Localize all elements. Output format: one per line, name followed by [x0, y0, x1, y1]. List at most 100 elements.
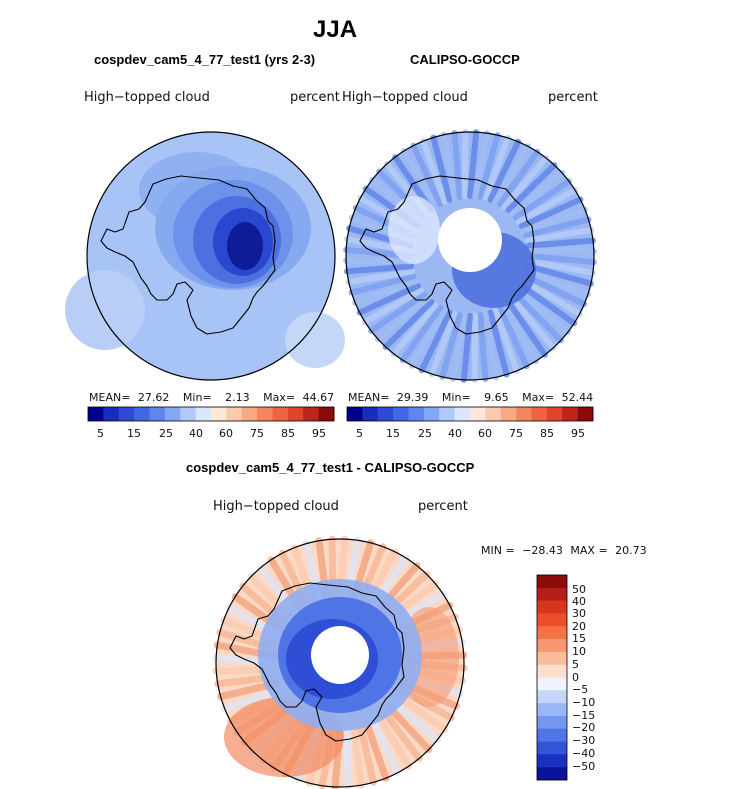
- cb3-tick: 5: [572, 658, 579, 671]
- cloud-streak: [418, 309, 453, 374]
- colorbar-swatch: [408, 407, 425, 421]
- anomaly-streak: [369, 716, 402, 777]
- cloud-streak: [516, 287, 571, 336]
- panel-3-variable-label: High−topped cloud: [213, 499, 339, 514]
- anomaly-streak: [393, 692, 449, 733]
- panel-1-colorbar: [87, 406, 335, 422]
- colorbar-swatch: [423, 407, 440, 421]
- colorbar-swatch: [470, 407, 486, 421]
- cloud-streak: [461, 129, 469, 200]
- cb3-tick: −20: [572, 721, 596, 734]
- cloud-streak: [524, 226, 595, 244]
- panel-2-polar-map: [343, 129, 597, 383]
- cb1-tick: 25: [159, 427, 173, 440]
- panel-1-min-value: 2.13: [225, 391, 250, 404]
- colorbar-swatch: [347, 407, 363, 421]
- colorbar-swatch: [134, 407, 150, 421]
- cloud-streak: [523, 273, 588, 308]
- colorbar-swatch: [537, 728, 567, 742]
- cloud-streak: [467, 129, 480, 199]
- cloud-streak: [527, 253, 597, 266]
- colorbar-swatch: [537, 651, 567, 665]
- cloud-streak: [487, 309, 510, 378]
- cloud-streak: [497, 304, 530, 370]
- colorbar-swatch: [562, 407, 578, 421]
- cb3-tick: 20: [572, 620, 586, 633]
- panel-2-stats: MEAN= 29.39 Min= 9.65 Max= 52.44: [348, 391, 593, 404]
- panel-2-mean-label: MEAN=: [348, 391, 390, 404]
- cloud-streak: [523, 216, 592, 239]
- antarctica-coastline: [359, 175, 535, 335]
- anomaly-streak: [375, 712, 413, 770]
- cloud-band: [388, 196, 440, 264]
- cb1-tick: 75: [250, 427, 264, 440]
- panel-2-colorbar: [346, 406, 594, 422]
- cloud-streak: [428, 310, 458, 378]
- cloud-streak: [505, 298, 548, 358]
- cloud-streak: [471, 312, 479, 383]
- colorbar-swatch: [454, 407, 471, 421]
- colorbar-swatch: [500, 407, 517, 421]
- colorbar-swatch: [537, 754, 567, 768]
- cloud-streak: [409, 307, 448, 369]
- cb2-tick: 60: [478, 427, 492, 440]
- cb3-tick: −15: [572, 709, 596, 722]
- cloud-streak: [440, 131, 458, 202]
- cloud-streak: [451, 129, 463, 200]
- panel-2-max-value: 52.44: [561, 391, 594, 404]
- map-boundary: [215, 538, 465, 788]
- cb3-tick: −10: [572, 696, 596, 709]
- cloud-streak: [450, 312, 468, 382]
- cloud-band: [65, 270, 145, 350]
- colorbar-swatch: [537, 715, 567, 730]
- cb3-tick: −50: [572, 760, 596, 773]
- panel-2-subtitle: CALIPSO-GOCCP: [410, 52, 520, 67]
- panel-2-mean-value: 29.39: [396, 391, 429, 404]
- colorbar-swatch: [195, 407, 212, 421]
- cloud-streak: [509, 169, 565, 217]
- cloud-streak: [512, 291, 564, 344]
- panel-1-max-value: 44.67: [302, 391, 335, 404]
- cb2-tick: 5: [356, 427, 363, 440]
- cb1-tick: 95: [312, 427, 326, 440]
- colorbar-swatch: [226, 407, 243, 421]
- panel-1-polar-map: [65, 131, 345, 381]
- cloud-streak: [501, 155, 550, 210]
- cloud-streak: [482, 310, 500, 381]
- antarctica-coastline: [229, 582, 405, 742]
- cloud-streak: [526, 247, 597, 255]
- colorbar-swatch: [537, 613, 567, 627]
- cloud-streak: [497, 148, 541, 208]
- colorbar-swatch: [537, 690, 567, 704]
- colorbar-swatch: [537, 626, 567, 640]
- panel-1-mean-label: MEAN=: [89, 391, 131, 404]
- cloud-streak: [472, 130, 490, 200]
- cb3-tick: 50: [572, 583, 586, 596]
- panel-3-subtitle: cospdev_cam5_4_77_test1 - CALIPSO-GOCCP: [186, 460, 475, 475]
- colorbar-swatch: [537, 703, 567, 717]
- cloud-streak: [521, 206, 588, 234]
- panel-1-subtitle: cospdev_cam5_4_77_test1 (yrs 2-3): [94, 52, 316, 67]
- colorbar-swatch: [103, 407, 120, 421]
- colorbar-swatch: [257, 407, 273, 421]
- panel-3-colorbar: [536, 574, 568, 781]
- colorbar-swatch: [577, 407, 594, 421]
- panel-1-variable-label: High−topped cloud: [84, 90, 210, 105]
- colorbar-swatch: [241, 407, 258, 421]
- cloud-streak: [399, 304, 443, 364]
- cloud-streak: [521, 278, 583, 317]
- cloud-streak: [348, 273, 417, 296]
- missing-data-pole: [438, 208, 502, 272]
- colorbar-swatch: [164, 407, 181, 421]
- panel-3-stats: MIN = −28.43 MAX = 20.73: [481, 544, 647, 557]
- cloud-band: [285, 312, 345, 368]
- anomaly-streak: [380, 708, 423, 762]
- map-boundary: [345, 131, 595, 381]
- cb2-tick: 40: [448, 427, 462, 440]
- cb1-tick: 5: [97, 427, 104, 440]
- colorbar-swatch: [537, 767, 567, 781]
- cloud-streak: [505, 162, 558, 214]
- cloud-streak: [482, 134, 512, 202]
- cb2-tick: 95: [571, 427, 585, 440]
- cloud-streak: [401, 147, 439, 210]
